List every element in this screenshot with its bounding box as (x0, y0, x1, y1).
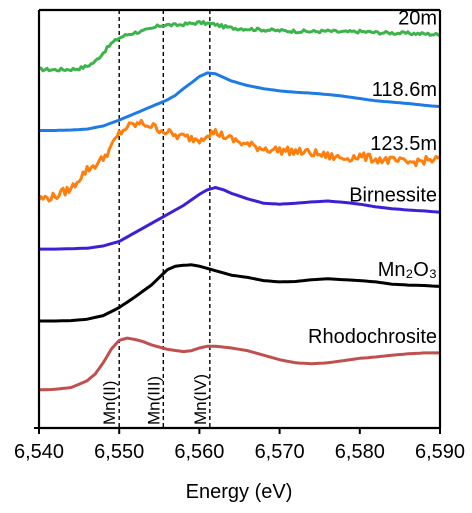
series-label: Rhodochrosite (308, 326, 437, 348)
series-line (39, 263, 441, 323)
x-tick-label: 6,540 (14, 441, 64, 463)
series-line (39, 186, 441, 251)
x-tick-label: 6,590 (415, 441, 465, 463)
series-line (39, 20, 441, 73)
series-line (39, 71, 441, 132)
reference-lines-group: Mn(II) Mn(III) Mn(IV) (100, 10, 211, 428)
series-label: 20m (398, 7, 437, 29)
x-tick-label: 6,580 (335, 441, 385, 463)
x-tick-label: 6,560 (174, 441, 224, 463)
x-axis-title: Energy (eV) (186, 481, 293, 503)
reference-line-label: Mn(IV) (191, 374, 210, 425)
reference-line-label: Mn(III) (144, 376, 163, 425)
series-label: 123.5m (370, 133, 437, 155)
series-line (37, 118, 441, 203)
axes-group: 6,540 6,550 6,560 6,570 6,580 6,590 (14, 8, 465, 463)
series-group (37, 20, 441, 392)
labels-group: 20m 118.6m 123.5m Birnessite Mn₂O₃ Rhodochros… (308, 7, 437, 348)
x-tick-label: 6,570 (255, 441, 305, 463)
series-label: 118.6m (372, 79, 437, 101)
x-tick-label: 6,550 (94, 441, 144, 463)
series-line (38, 336, 440, 392)
reference-line-label: Mn(II) (100, 381, 119, 425)
series-label: Birnessite (349, 185, 437, 207)
series-label: Mn₂O₃ (378, 259, 437, 281)
